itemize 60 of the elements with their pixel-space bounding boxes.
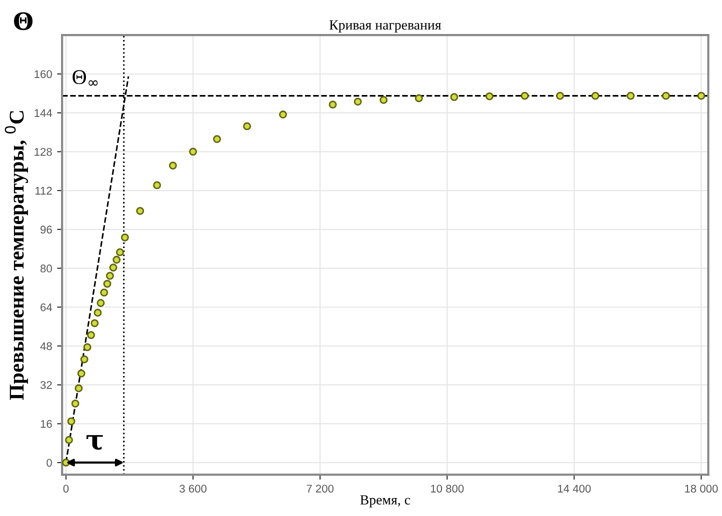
x-tick-label: 18 000 xyxy=(685,484,718,493)
point xyxy=(136,206,144,215)
point xyxy=(71,400,80,408)
point xyxy=(279,110,287,118)
point xyxy=(626,92,635,100)
point xyxy=(100,288,108,297)
point xyxy=(106,272,114,280)
x-tick-label: 7 200 xyxy=(306,484,334,493)
y-tick-label: 48 xyxy=(40,342,52,350)
point xyxy=(189,148,197,156)
point xyxy=(328,100,337,109)
point xyxy=(697,92,706,100)
point xyxy=(153,181,161,190)
point xyxy=(520,92,529,100)
point xyxy=(556,92,564,100)
point xyxy=(213,135,221,143)
y-tick-label: 96 xyxy=(40,226,52,234)
point xyxy=(168,162,177,170)
point xyxy=(116,248,124,256)
point xyxy=(243,122,251,130)
y-tick-label: 160 xyxy=(34,70,52,78)
y-axis-title: Превышение температуры, $^{0}$C xyxy=(4,111,28,400)
point xyxy=(96,299,105,307)
y-tick-label: 144 xyxy=(34,109,52,117)
x-tick-label: 0 xyxy=(63,484,69,493)
point xyxy=(90,319,99,328)
point xyxy=(80,355,88,364)
x-axis-title: Время, с xyxy=(360,495,410,508)
point xyxy=(103,280,112,288)
y-tick-label: 112 xyxy=(36,186,52,195)
point xyxy=(662,92,670,100)
point xyxy=(67,417,76,426)
point xyxy=(591,92,600,100)
y-tick-label: 128 xyxy=(34,148,52,156)
ref-line-label: Θ$_{∞}$ xyxy=(72,70,98,86)
y-tick-label: 64 xyxy=(40,303,52,312)
point xyxy=(87,331,95,340)
x-tick-label: 3 600 xyxy=(180,484,206,493)
y-tick-label: 32 xyxy=(40,381,52,389)
point xyxy=(83,343,92,352)
text: Θ xyxy=(14,12,33,30)
y-tick-label: 80 xyxy=(40,264,52,272)
point xyxy=(354,98,362,106)
chart-title: Кривая нагревания xyxy=(329,20,442,32)
x-tick-label: 10 800 xyxy=(430,484,464,493)
y-tick-label: 0 xyxy=(46,458,52,467)
point xyxy=(414,94,423,102)
point xyxy=(380,96,388,104)
y-tick-label: 16 xyxy=(40,420,52,428)
point xyxy=(65,436,73,444)
point xyxy=(112,256,121,264)
point xyxy=(77,369,86,378)
ref-line-label: τ xyxy=(86,435,103,450)
point xyxy=(486,92,494,100)
point xyxy=(450,93,458,101)
point xyxy=(120,233,129,242)
point xyxy=(94,308,102,317)
point xyxy=(74,384,83,392)
point xyxy=(109,264,118,272)
x-tick-label: 14 400 xyxy=(558,484,591,493)
